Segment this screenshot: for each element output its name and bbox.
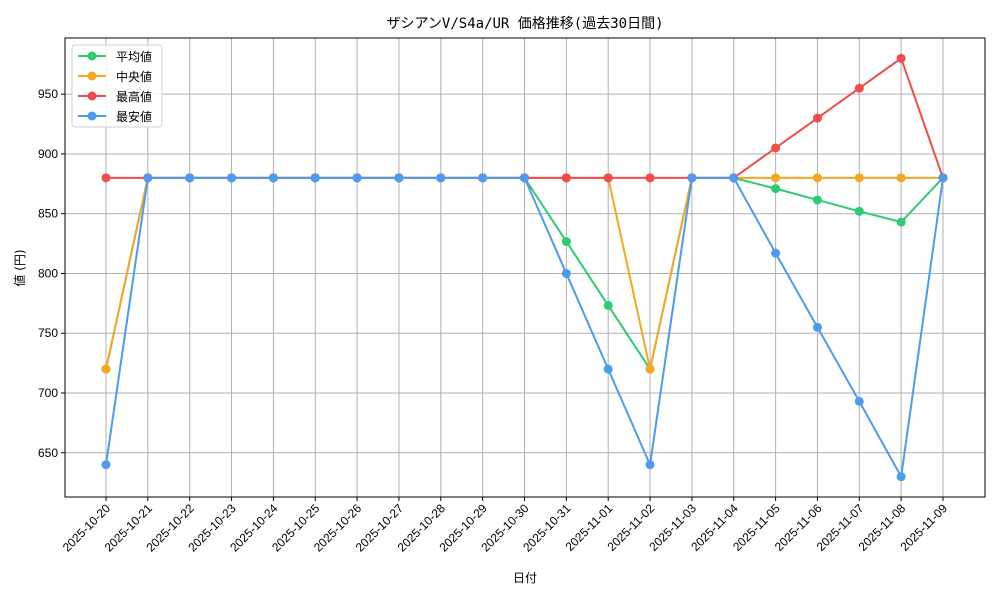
- data-point: [310, 173, 320, 183]
- data-point: [436, 173, 446, 183]
- data-point: [645, 173, 655, 183]
- data-point: [143, 173, 153, 183]
- data-point: [645, 364, 655, 374]
- y-tick-label: 800: [38, 266, 58, 280]
- legend-item: 最高値: [78, 89, 152, 104]
- data-point: [771, 248, 781, 258]
- series-line: [101, 173, 948, 482]
- data-point: [268, 173, 278, 183]
- data-point: [561, 268, 571, 278]
- data-point: [854, 173, 864, 183]
- data-point: [520, 173, 529, 183]
- data-point: [812, 195, 822, 205]
- y-tick-label: 650: [38, 446, 58, 460]
- data-point: [561, 237, 571, 247]
- data-point: [854, 206, 864, 216]
- data-point: [854, 83, 864, 93]
- data-point: [771, 173, 781, 183]
- svg-text:中央値: 中央値: [116, 69, 152, 84]
- legend-item: 平均値: [78, 49, 152, 64]
- y-tick-label: 950: [38, 87, 58, 101]
- data-point: [812, 322, 822, 332]
- y-tick-label: 900: [38, 147, 58, 161]
- data-point: [394, 173, 404, 183]
- data-point: [896, 173, 906, 183]
- data-point: [812, 173, 822, 183]
- series-layer: [101, 53, 948, 482]
- legend-item: 中央値: [78, 69, 152, 84]
- y-axis-label: 値 (円): [12, 249, 27, 286]
- y-tick-label: 700: [38, 386, 58, 400]
- svg-text:平均値: 平均値: [116, 49, 152, 64]
- legend-item: 最安値: [78, 109, 152, 124]
- y-tick-label: 750: [38, 326, 58, 340]
- data-point: [603, 364, 613, 374]
- data-point: [645, 460, 655, 470]
- data-point: [771, 143, 781, 153]
- data-point: [771, 184, 781, 194]
- y-tick-label: 850: [38, 207, 58, 221]
- data-point: [896, 217, 906, 227]
- x-axis-ticks: 2025-10-202025-10-212025-10-222025-10-23…: [60, 497, 950, 555]
- data-point: [687, 173, 697, 183]
- y-axis-ticks: 650 700 750 800 850 900 950: [38, 87, 65, 460]
- data-point: [603, 300, 613, 310]
- data-point: [352, 173, 362, 183]
- x-axis-label: 日付: [513, 571, 537, 585]
- data-point: [185, 173, 195, 183]
- data-point: [812, 113, 822, 123]
- data-point: [603, 173, 613, 183]
- data-point: [478, 173, 488, 183]
- data-point: [561, 173, 571, 183]
- data-point: [896, 53, 906, 63]
- chart-title: ザシアンV/S4a/UR 価格推移(過去30日間): [386, 16, 663, 32]
- grid: [65, 38, 985, 497]
- data-point: [896, 472, 906, 482]
- data-point: [101, 460, 111, 470]
- svg-text:最安値: 最安値: [116, 109, 152, 124]
- data-point: [101, 173, 111, 183]
- data-point: [938, 173, 948, 183]
- data-point: [854, 396, 864, 406]
- data-point: [227, 173, 237, 183]
- data-point: [729, 173, 739, 183]
- data-point: [101, 364, 111, 374]
- svg-text:最高値: 最高値: [116, 89, 152, 104]
